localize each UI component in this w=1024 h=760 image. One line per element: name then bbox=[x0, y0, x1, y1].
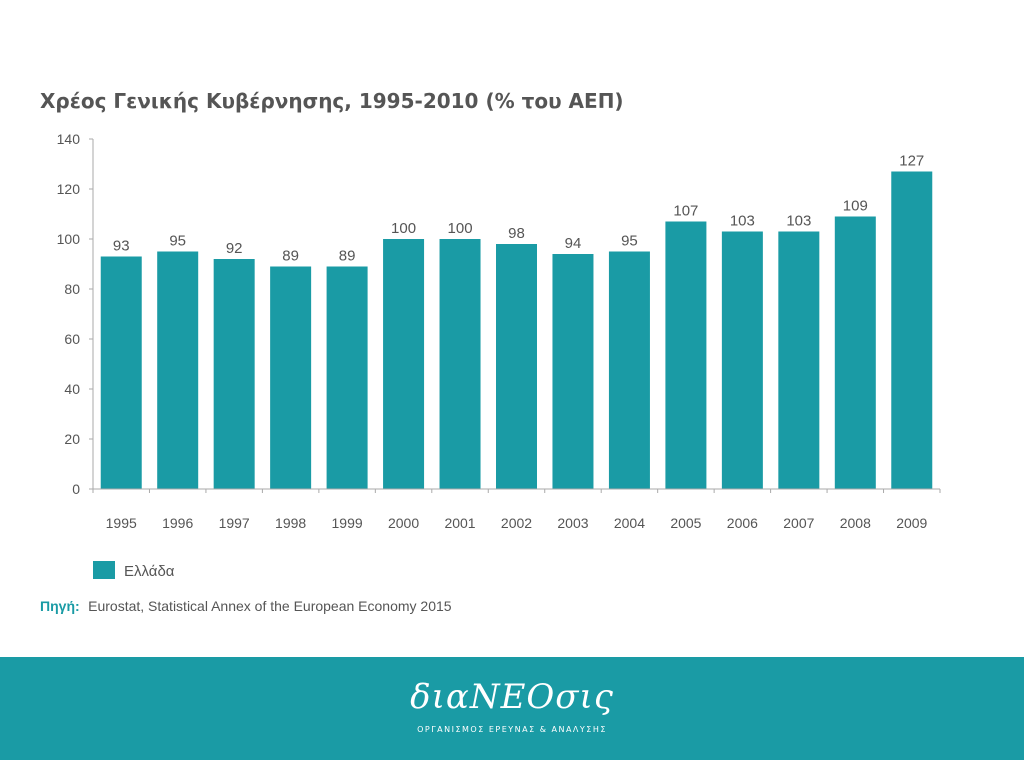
x-tick-label: 1995 bbox=[106, 515, 137, 531]
x-tick-label: 1998 bbox=[275, 515, 306, 531]
data-label-2007: 103 bbox=[786, 213, 811, 230]
bar-2003 bbox=[552, 254, 594, 489]
svg-text:Πηγή: Eurostat, Statisti: Πηγή: Eurostat, Statistical Annex of the… bbox=[40, 598, 452, 615]
source-text: Eurostat, Statistical Annex of the Europ… bbox=[88, 598, 452, 614]
y-tick-label: 0 bbox=[72, 481, 80, 497]
data-label-2003: 94 bbox=[565, 235, 582, 252]
data-label-1996: 95 bbox=[169, 233, 186, 250]
x-tick-label: 1996 bbox=[162, 515, 193, 531]
y-axis: 0 20 40 60 80 100 120 140 bbox=[57, 131, 94, 497]
x-tick-label: 2004 bbox=[614, 515, 645, 531]
bar-2002 bbox=[496, 244, 537, 489]
y-tick-label: 20 bbox=[64, 431, 80, 447]
bar-1995 bbox=[100, 256, 142, 489]
x-axis: 1995 1996 1997 1998 1999 2000 2001 2002 2003 2004… bbox=[93, 488, 941, 531]
data-label-2001: 100 bbox=[448, 220, 473, 237]
x-tick-label: 1999 bbox=[332, 515, 363, 531]
x-tick-label: 2009 bbox=[896, 515, 927, 531]
y-tick-label: 80 bbox=[64, 281, 80, 297]
x-tick-label: 2006 bbox=[727, 515, 758, 531]
bar-1998 bbox=[270, 266, 312, 489]
bar-1996 bbox=[157, 251, 199, 489]
chart-title: Χρέος Γενικής Κυβέρνησης, 1995-2010 (% τ… bbox=[40, 89, 624, 113]
data-label-2009: 127 bbox=[899, 153, 924, 170]
bar-2004 bbox=[608, 251, 650, 489]
footer-banner: διαΝΕΟσις ΟΡΓΑΝΙΣΜΟΣ ΕΡΕΥΝΑΣ & ΑΝΑΛΥΣΗΣ bbox=[0, 657, 1024, 760]
x-tick-label: 2007 bbox=[783, 515, 814, 531]
bars-group: 93 95 92 89 89 100 100 98 94 95 107 103 103 109 127 bbox=[100, 153, 933, 489]
legend-swatch bbox=[93, 561, 115, 579]
data-label-2006: 103 bbox=[730, 213, 755, 230]
brand-logo: διαΝΕΟσις bbox=[410, 677, 614, 717]
bar-1997 bbox=[213, 259, 255, 489]
legend-label: Ελλάδα bbox=[124, 563, 175, 580]
data-label-1995: 93 bbox=[113, 238, 130, 255]
data-label-2008: 109 bbox=[843, 198, 868, 215]
bar-2007 bbox=[778, 231, 820, 489]
brand-tagline: ΟΡΓΑΝΙΣΜΟΣ ΕΡΕΥΝΑΣ & ΑΝΑΛΥΣΗΣ bbox=[417, 725, 607, 734]
x-tick-label: 2003 bbox=[557, 515, 588, 531]
data-label-1999: 89 bbox=[339, 248, 356, 265]
source-label: Πηγή: bbox=[40, 598, 80, 614]
bar-2001 bbox=[439, 239, 481, 489]
y-tick-label: 120 bbox=[57, 181, 81, 197]
x-tick-label: 2001 bbox=[444, 515, 475, 531]
data-label-2002: 98 bbox=[508, 225, 525, 242]
data-label-2000: 100 bbox=[391, 220, 416, 237]
bar-2005 bbox=[665, 221, 707, 489]
data-label-2005: 107 bbox=[673, 203, 698, 220]
bar-2008 bbox=[834, 216, 876, 489]
x-tick-label: 2002 bbox=[501, 515, 532, 531]
bar-2000 bbox=[383, 239, 425, 489]
y-tick-label: 100 bbox=[57, 231, 81, 247]
bar-chart: Χρέος Γενικής Κυβέρνησης, 1995-2010 (% τ… bbox=[40, 89, 941, 615]
data-label-2004: 95 bbox=[621, 233, 638, 250]
x-tick-label: 2008 bbox=[840, 515, 871, 531]
data-label-1997: 92 bbox=[226, 240, 243, 257]
bar-2009 bbox=[891, 171, 933, 489]
x-tick-label: 2005 bbox=[670, 515, 701, 531]
legend: Ελλάδα bbox=[93, 561, 175, 580]
data-label-1998: 89 bbox=[282, 248, 299, 265]
bar-1999 bbox=[326, 266, 368, 489]
source-note: Πηγή: Eurostat, Statistical Annex of the… bbox=[40, 598, 452, 615]
x-tick-label: 1997 bbox=[219, 515, 250, 531]
y-tick-label: 140 bbox=[57, 131, 81, 147]
y-tick-label: 40 bbox=[64, 381, 80, 397]
bar-2006 bbox=[721, 231, 763, 489]
x-tick-label: 2000 bbox=[388, 515, 419, 531]
y-tick-label: 60 bbox=[64, 331, 80, 347]
